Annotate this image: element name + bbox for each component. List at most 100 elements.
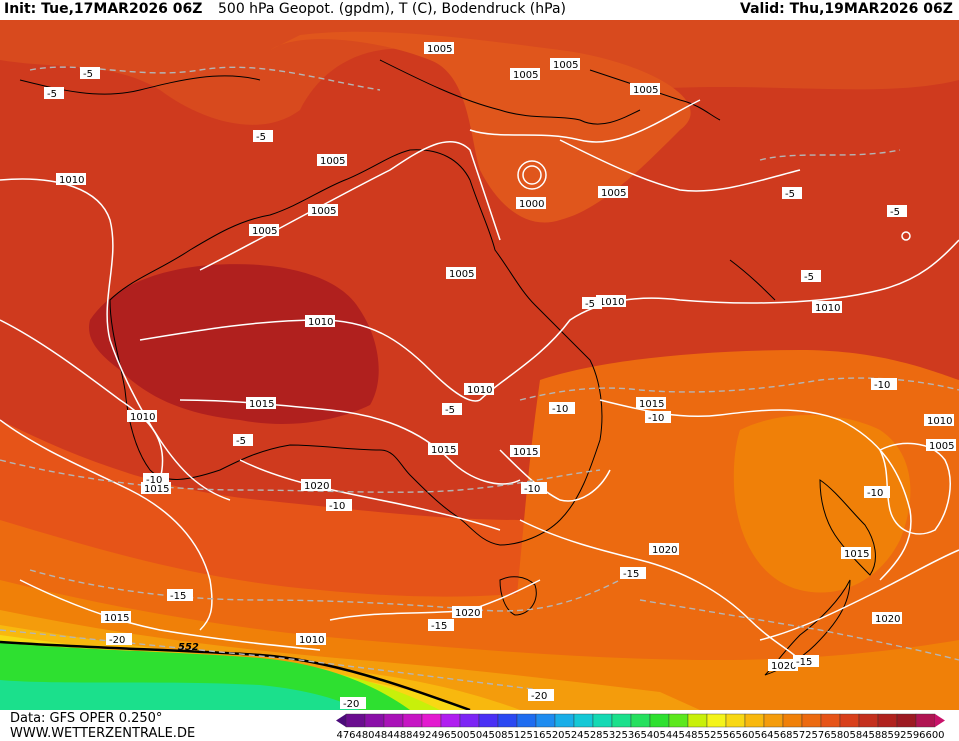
legend-swatch [459, 713, 480, 728]
temperature-label: -10 [326, 499, 352, 512]
pressure-label-text: 1015 [431, 445, 456, 456]
temperature-label: -5 [442, 403, 462, 416]
legend-swatch [782, 713, 803, 728]
pressure-label-text: 1005 [601, 188, 626, 199]
pressure-label-text: 1015 [639, 399, 664, 410]
temperature-label: -20 [340, 697, 366, 710]
legend-swatch [402, 713, 423, 728]
field-band-cyan-green [0, 680, 360, 710]
pressure-label: 1015 [101, 611, 131, 624]
temperature-label-text: -5 [585, 299, 595, 310]
pressure-label: 1010 [596, 295, 626, 308]
temperature-label: -15 [428, 619, 454, 632]
legend-tick-label: 492 [412, 730, 431, 740]
pressure-label-text: 1005 [633, 85, 658, 96]
temperature-label-text: -5 [890, 207, 900, 218]
pressure-label-text: 1005 [449, 269, 474, 280]
temperature-label: -10 [143, 473, 169, 486]
pressure-label-text: 1010 [308, 317, 333, 328]
pressure-label: 1015 [246, 397, 276, 410]
temperature-label: -10 [549, 402, 575, 415]
pressure-label: 1010 [56, 173, 86, 186]
pressure-label: 1020 [649, 543, 679, 556]
field-core-hot [89, 264, 379, 425]
temperature-label: -5 [582, 297, 602, 310]
legend-swatch [649, 713, 670, 728]
temperature-label: -10 [645, 411, 671, 424]
temperature-label: -10 [871, 378, 897, 391]
pressure-label-text: 1010 [299, 635, 324, 646]
legend-swatch [858, 713, 879, 728]
pressure-label-text: 1010 [599, 297, 624, 308]
pressure-label: 1005 [308, 204, 338, 217]
pressure-label: 1005 [424, 42, 454, 55]
pressure-label: 1010 [305, 315, 335, 328]
coastlines [19, 59, 876, 676]
legend-tick-label: 548 [678, 730, 697, 740]
temperature-label: -5 [782, 187, 802, 200]
pressure-label: 1015 [636, 397, 666, 410]
temperature-label: -15 [793, 655, 819, 668]
legend-tick-label: 572 [792, 730, 811, 740]
pressure-label: 1020 [872, 612, 902, 625]
legend-tick-label: 592 [887, 730, 906, 740]
legend-swatch [877, 713, 898, 728]
legend-swatch [687, 713, 708, 728]
legend-swatch [706, 713, 727, 728]
legend-swatch [383, 713, 404, 728]
pressure-label-text: 1020 [771, 661, 796, 672]
legend-swatch [554, 713, 575, 728]
legend-swatch [668, 713, 689, 728]
temperature-label-text: -10 [146, 475, 162, 486]
legend-swatch [611, 713, 632, 728]
legend-tick-label: 544 [659, 730, 678, 740]
pressure-label-text: 1005 [311, 206, 336, 217]
legend-tick-label: 600 [925, 730, 944, 740]
legend-swatch [535, 713, 556, 728]
temperature-label: -10 [864, 486, 890, 499]
pressure-label: 1005 [317, 154, 347, 167]
temperature-label-text: -20 [531, 691, 547, 702]
legend-tick-label: 476 [336, 730, 355, 740]
color-legend: 476 480 484 488 492 496 500 504 508 512 516 520 524 5… [336, 713, 945, 740]
temperature-label: -10 [521, 482, 547, 495]
legend-swatch [345, 713, 366, 728]
geopotential-label: 552 [178, 642, 199, 653]
pressure-label: 1010 [296, 633, 326, 646]
legend-swatch [478, 713, 499, 728]
legend-tick-label: 524 [564, 730, 583, 740]
temperature-labels: -5 -5 -5 -5 -5 -5 -5 -5 -5 -10 -10 -10 -… [44, 67, 907, 710]
legend-tick-label: 584 [849, 730, 868, 740]
pressure-label-text: 1010 [59, 175, 84, 186]
pressure-label-text: 1015 [144, 484, 169, 495]
pressure-label-text: 1010 [130, 412, 155, 423]
pressure-label: 1015 [841, 547, 871, 560]
pressure-label-text: 1010 [927, 416, 952, 427]
pressure-label-text: 1020 [875, 614, 900, 625]
pressure-label: 1015 [510, 445, 540, 458]
legend-tick-label: 488 [393, 730, 412, 740]
legend-tick-label: 484 [374, 730, 393, 740]
pressure-label: 1020 [768, 659, 798, 672]
temperature-label-text: -10 [874, 380, 890, 391]
pressure-label: 1005 [510, 68, 540, 81]
pressure-label-text: 1020 [652, 545, 677, 556]
legend-tick-label: 588 [868, 730, 887, 740]
init-time: Init: Tue,17MAR2026 06Z [4, 1, 203, 17]
field-band-north [0, 20, 959, 125]
pressure-label: 1000 [516, 197, 546, 210]
legend-swatch [592, 713, 613, 728]
pressure-label-text: 1015 [104, 613, 129, 624]
legend-tick-label: 536 [621, 730, 640, 740]
pressure-label: 1015 [428, 443, 458, 456]
legend-tick-label: 532 [602, 730, 621, 740]
temperature-label: -20 [106, 633, 132, 646]
pressure-labels: 1005 1005 1005 1005 1005 1005 1005 1005 … [56, 42, 956, 672]
temperature-label-text: -5 [804, 272, 814, 283]
pressure-label: 1010 [464, 383, 494, 396]
pressure-label-text: 1015 [844, 549, 869, 560]
pressure-label: 1010 [812, 301, 842, 314]
temperature-label-text: -20 [109, 635, 125, 646]
temperature-label-text: -10 [552, 404, 568, 415]
legend-tick-label: 560 [735, 730, 754, 740]
